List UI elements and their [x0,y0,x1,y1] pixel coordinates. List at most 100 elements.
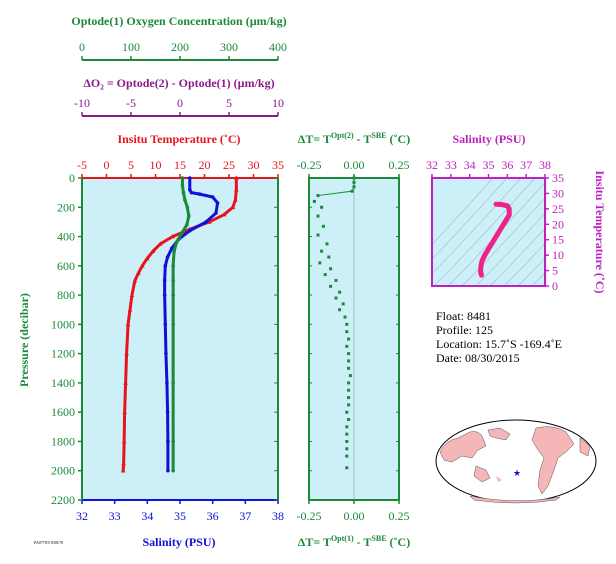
oxygen-point [172,249,176,253]
ts-density-contour [432,178,522,275]
ts-curve [478,201,512,278]
temperature-point [120,468,126,473]
temperature-point [124,351,129,356]
oxygen-axis-label: Optode(1) Oxygen Concentration (µm/kg) [71,14,286,28]
delta-o2-axis-label: ΔO₂ = Optode(2) - Optode(1) (µm/kg) [83,76,274,90]
delta-t-point [316,233,320,237]
oxygen-point [171,439,175,444]
delta-t-point [316,214,320,218]
delta-t-point [320,205,324,209]
pressure-axis-tick-label: 1000 [51,317,75,331]
ts-temperature-tick-label: 0 [552,279,558,293]
delta-t-point [345,410,349,414]
oxygen-point [185,223,189,227]
delta-t-point [352,176,356,180]
pressure-axis-tick-label: 0 [69,171,75,185]
delta-o2-axis-tick-label: 0 [177,96,183,110]
salinity-point [189,190,194,195]
delta-o2-axis-tick-label: -5 [126,96,136,110]
ts-panel-background [432,178,545,286]
ts-salinity-tick-label: 37 [520,158,532,172]
temperature-point [170,234,175,239]
temperature-point [139,263,145,268]
salinity-point [197,192,202,196]
oxygen-point [171,468,175,473]
pressure-axis-tick-label: 600 [57,259,75,273]
oxygen-point [181,190,186,195]
ts-temperature-tick-label: 5 [552,264,558,278]
temperature-point [150,248,156,253]
oxygen-point [183,198,187,202]
ts-density-contour [432,178,508,260]
ts-density-contour [517,257,545,286]
pressure-axis-tick-label: 1600 [51,405,75,419]
delta-t-point [345,432,349,436]
delta-t-point [312,199,316,203]
delta-t-point [341,302,345,306]
pressure-axis-label: Pressure (decibar) [17,293,31,387]
salinity-point [214,211,218,215]
delta-t-top-tick-label: 0.25 [389,158,410,172]
temperature-point [230,204,236,210]
ts-temperature-tick-label: 15 [552,233,564,247]
salinity-axis-tick-label: 36 [207,509,219,523]
ts-density-contour [475,212,545,286]
delta-t-top-tick-label: 0.00 [344,158,365,172]
pressure-axis-tick-label: 1800 [51,434,75,448]
delta-t-point [347,403,351,407]
oxygen-axis-tick-label: 100 [122,40,140,54]
salinity-axis-tick-label: 33 [109,509,121,523]
ts-density-contour [461,197,545,286]
footer-small-text: PA0778/5 8/08/70 [34,540,63,545]
ts-temperature-tick-label: 25 [552,202,564,216]
float-info: Float: 8481 Profile: 125 Location: 15.7˚… [436,309,562,365]
delta-t-point [329,284,333,288]
temperature-axis-tick-label: 30 [248,158,260,172]
temperature-point [234,187,239,192]
ts-temperature-tick-label: 30 [552,186,564,200]
delta-t-point [345,447,349,451]
salinity-point [188,187,192,192]
pressure-axis-tick-label: 800 [57,288,75,302]
salinity-point [188,176,192,180]
oxygen-point [185,205,190,210]
oxygen-axis: Optode(1) Oxygen Concentration (µm/kg) 0… [71,14,287,61]
ts-density-contour [432,178,494,245]
salinity-point [163,322,168,327]
salinity-point [162,293,167,297]
temperature-axis-tick-label: 5 [128,158,134,172]
oxygen-axis-tick-label: 0 [79,40,85,54]
delta-t-point [316,194,320,198]
delta-t-point [352,185,356,189]
salinity-axis-tick-label: 37 [239,509,251,523]
delta-t-point [325,242,329,246]
temperature-point [121,460,126,466]
delta-t-point [327,255,331,259]
ts-salinity-label: Salinity (PSU) [452,132,525,146]
delta-t-point [350,189,354,193]
ts-temperature-tick-label: 35 [552,171,564,185]
pressure-axis-tick-label: 400 [57,230,75,244]
info-float: Float: 8481 [436,309,491,323]
oxygen-point [180,176,185,180]
delta-t-point [347,388,351,392]
oxygen-point [179,231,184,236]
delta-t-point [345,330,349,334]
salinity-point [165,381,169,385]
delta-o2-axis-tick-label: -10 [74,96,90,110]
ts-salinity-tick-label: 33 [445,158,457,172]
salinity-point [164,351,168,356]
temperature-point [127,307,133,312]
salinity-point [210,195,215,199]
oxygen-point [171,322,175,327]
delta-t-point [321,224,325,228]
delta-t-point [347,366,351,370]
salinity-point [188,228,192,233]
temperature-point [129,292,135,297]
ts-temperature-tick-label: 20 [552,217,564,231]
temperature-axis-tick-label: 0 [104,158,110,172]
temperature-axis-tick-label: 10 [150,158,162,172]
pressure-axis-tick-label: 1200 [51,347,75,361]
delta-t-point [334,278,338,282]
